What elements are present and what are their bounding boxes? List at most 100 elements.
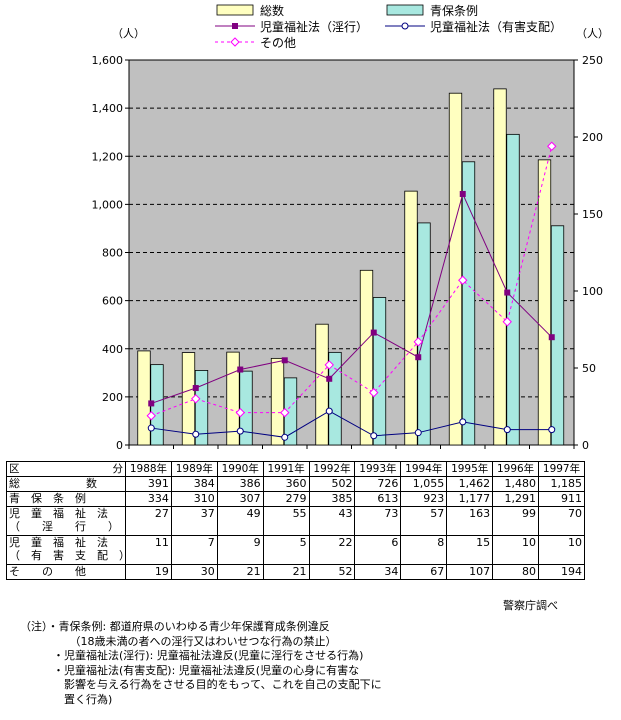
table-cell: 6 bbox=[354, 535, 402, 565]
table-cell: 1,462 bbox=[446, 476, 494, 492]
table-cell: 34 bbox=[354, 564, 402, 580]
table-cell: 923 bbox=[400, 491, 448, 507]
lines bbox=[146, 141, 557, 441]
year-header: 1992年 bbox=[308, 461, 356, 477]
bar-seiho bbox=[417, 222, 431, 446]
left-tick-label: 1,000 bbox=[92, 198, 124, 211]
table-cell: 334 bbox=[125, 491, 172, 507]
left-axis-unit: （人） bbox=[112, 27, 145, 40]
row-label: 児 童 福 祉 法 （ 淫 行 ） bbox=[6, 506, 126, 536]
year-header: 1991年 bbox=[262, 461, 310, 477]
table-cell: 279 bbox=[262, 491, 310, 507]
note-line: 影響を与える行為をさせる目的をもって、これを自己の支配下に bbox=[20, 678, 382, 691]
point-marker bbox=[547, 141, 557, 151]
year-header: 1995年 bbox=[446, 461, 494, 477]
legend-label: その他 bbox=[260, 36, 296, 50]
point-marker bbox=[326, 375, 333, 382]
series-line bbox=[151, 192, 553, 404]
right-axis-unit: （人） bbox=[576, 27, 609, 40]
point-marker bbox=[458, 275, 468, 285]
table-cell: 55 bbox=[262, 506, 310, 536]
row-label: 総 数 bbox=[6, 476, 126, 492]
table-cell: 37 bbox=[170, 506, 218, 536]
table-cell: 30 bbox=[170, 564, 218, 580]
year-header: 1996年 bbox=[492, 461, 540, 477]
table-cell: 9 bbox=[216, 535, 264, 565]
left-tick-label: 800 bbox=[102, 247, 123, 260]
left-tick-label: 600 bbox=[102, 295, 123, 308]
table-cell: 67 bbox=[400, 564, 448, 580]
right-tick-label: 200 bbox=[582, 131, 603, 144]
point-marker bbox=[502, 317, 512, 327]
table-cell: 10 bbox=[492, 535, 540, 565]
table-cell: 107 bbox=[446, 564, 494, 580]
left-tick-label: 0 bbox=[116, 439, 123, 452]
corner-left: 区 bbox=[9, 462, 20, 475]
bar-seiho bbox=[239, 370, 253, 446]
point-marker bbox=[192, 430, 200, 438]
point-marker bbox=[325, 407, 333, 415]
table-cell: 307 bbox=[216, 491, 264, 507]
table-row: そ の 他 19 30 21 21 52 34 67 107 80 194 bbox=[6, 564, 585, 580]
table-cell: 21 bbox=[262, 564, 310, 580]
table-cell: 1,291 bbox=[492, 491, 540, 507]
note-line: （注）・青保条例: 都道府県のいわゆる青少年保護育成条例違反 bbox=[20, 620, 330, 633]
table-cell: 99 bbox=[492, 506, 540, 536]
bar-total bbox=[137, 350, 151, 446]
data-table: 区 分 1988年 1989年 1990年 1991年 1992年 1993年 1994年 1… bbox=[6, 461, 585, 580]
table-cell: 7 bbox=[170, 535, 218, 565]
left-tick-label: 1,400 bbox=[92, 102, 124, 115]
point-marker bbox=[281, 433, 289, 441]
left-tick-label: 400 bbox=[102, 343, 123, 356]
point-marker bbox=[281, 357, 288, 364]
table-cell: 1,055 bbox=[400, 476, 448, 492]
table-cell: 726 bbox=[354, 476, 402, 492]
point-marker bbox=[369, 387, 379, 398]
table-cell: 163 bbox=[446, 506, 494, 536]
left-tick-label: 200 bbox=[102, 391, 123, 404]
note-line: （18歳未満の者への淫行又はわいせつな行為の禁止） bbox=[20, 634, 337, 648]
table-header-row: 区 分 1988年 1989年 1990年 1991年 1992年 1993年 1994年 1… bbox=[6, 461, 585, 477]
point-marker bbox=[147, 424, 155, 432]
table-cell: 613 bbox=[354, 491, 402, 507]
table-cell: 386 bbox=[216, 476, 264, 492]
table-cell: 502 bbox=[308, 476, 356, 492]
series-line bbox=[151, 410, 552, 438]
table-cell: 73 bbox=[354, 506, 402, 536]
note-line: ・児童福祉法(淫行): 児童福祉法違反(児童に淫行をさせる行為) bbox=[20, 649, 364, 662]
point-marker bbox=[414, 429, 422, 437]
note-line: 置く行為) bbox=[20, 692, 113, 706]
table-cell: 22 bbox=[308, 535, 356, 565]
right-tick-label: 150 bbox=[582, 208, 603, 221]
table-cell: 310 bbox=[170, 491, 218, 507]
point-marker bbox=[324, 360, 334, 370]
right-tick-label: 250 bbox=[582, 54, 603, 67]
bar-seiho bbox=[461, 161, 476, 446]
point-marker bbox=[237, 366, 244, 373]
series-line bbox=[151, 146, 553, 417]
table-cell: 385 bbox=[308, 491, 356, 507]
table-cell: 49 bbox=[216, 506, 264, 536]
table-cell: 70 bbox=[538, 506, 585, 536]
table-cell: 360 bbox=[262, 476, 310, 492]
legend-label: 児童福祉法（有害支配） bbox=[430, 19, 562, 34]
right-tick-label: 50 bbox=[582, 362, 596, 375]
table-cell: 911 bbox=[538, 491, 585, 507]
table-cell: 21 bbox=[216, 564, 264, 580]
right-axis: 0 50 100 150 200 250 bbox=[128, 54, 603, 452]
legend-marker bbox=[230, 37, 240, 47]
bar-total bbox=[537, 159, 552, 446]
row-label: そ の 他 bbox=[6, 564, 126, 580]
legend-marker bbox=[232, 23, 238, 29]
legend-label: 児童福祉法（淫行） bbox=[260, 19, 368, 34]
table-cell: 52 bbox=[308, 564, 356, 580]
legend-swatch bbox=[216, 4, 254, 16]
left-axis: 0 200 400 600 800 1,000 1,200 1,400 1,600 bbox=[92, 54, 129, 452]
point-marker bbox=[235, 407, 245, 418]
point-marker bbox=[459, 418, 467, 426]
point-marker bbox=[415, 354, 422, 361]
point-marker bbox=[192, 385, 199, 392]
left-tick-label: 1,200 bbox=[92, 150, 124, 163]
bar-total bbox=[404, 190, 418, 446]
